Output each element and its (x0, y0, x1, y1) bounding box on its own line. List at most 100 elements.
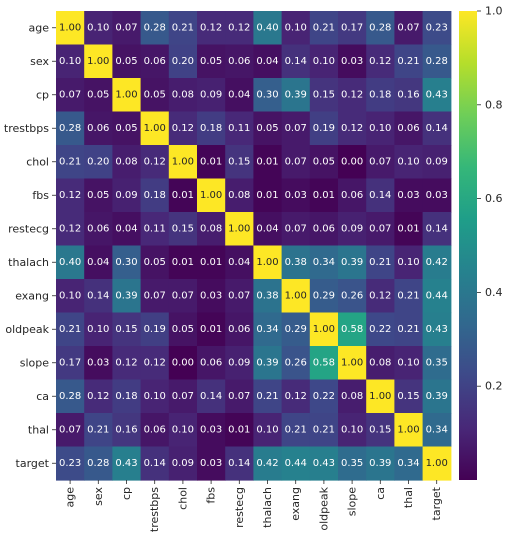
row-label-sex: sex (30, 55, 49, 68)
colorbar-gradient-bar (459, 11, 477, 480)
heatmap-cell-age-sex (84, 11, 113, 46)
cell-value-exang-trestbps: 0.07 (144, 290, 166, 301)
cell-value-restecg-trestbps: 0.11 (144, 223, 166, 234)
cell-value-trestbps-target: 0.14 (426, 123, 448, 134)
heatmap-cell-slope-thalach (253, 346, 283, 381)
cell-value-age-chol: 0.21 (172, 22, 194, 33)
cell-value-sex-restecg: 0.06 (228, 56, 250, 67)
cell-value-ca-thal: 0.15 (397, 391, 419, 402)
column-label-slope: slope (346, 487, 359, 516)
cell-value-trestbps-restecg: 0.11 (228, 123, 250, 134)
heatmap-cell-exang-thalach (253, 279, 283, 314)
cell-value-target-age: 0.23 (59, 458, 81, 469)
heatmap-cell-sex-sex (84, 44, 113, 79)
heatmap-cell-trestbps-sex (84, 111, 113, 146)
heatmap-cell-slope-target (422, 346, 452, 381)
cell-value-fbs-target: 0.03 (426, 190, 448, 201)
cell-value-thalach-fbs: 0.01 (200, 257, 222, 268)
heatmap-cell-fbs-trestbps (140, 178, 170, 213)
heatmap-cell-slope-exang (281, 346, 311, 381)
cell-value-restecg-ca: 0.07 (369, 223, 391, 234)
cell-value-thal-oldpeak: 0.21 (313, 424, 335, 435)
heatmap-cell-age-thalach (253, 11, 283, 46)
cell-value-oldpeak-age: 0.21 (59, 324, 81, 335)
heatmap-cell-ca-ca (366, 379, 395, 414)
heatmap-cell-oldpeak-fbs (197, 312, 226, 347)
heatmap-cell-slope-chol (168, 346, 198, 381)
heatmap-cell-chol-sex (84, 145, 113, 180)
heatmap-cell-target-chol (168, 446, 198, 481)
heatmap-cell-age-restecg (225, 11, 254, 46)
cell-value-thal-fbs: 0.03 (200, 424, 222, 435)
heatmap-cell-target-sex (84, 446, 113, 481)
cell-value-oldpeak-chol: 0.05 (172, 324, 194, 335)
cell-value-fbs-ca: 0.14 (369, 190, 391, 201)
cell-value-exang-thal: 0.21 (397, 290, 419, 301)
heatmap-cell-thalach-exang (281, 245, 311, 280)
cell-value-sex-oldpeak: 0.10 (313, 56, 335, 67)
heatmap-cell-slope-thal (394, 346, 424, 381)
heatmap-cell-exang-fbs (197, 279, 226, 314)
heatmap-cell-oldpeak-age (56, 312, 85, 347)
cell-value-restecg-slope: 0.09 (341, 223, 363, 234)
cell-value-oldpeak-thal: 0.21 (397, 324, 419, 335)
heatmap-cell-thalach-cp (112, 245, 142, 280)
cell-value-chol-fbs: 0.01 (200, 156, 222, 167)
heatmap-cell-ca-thalach (253, 379, 283, 414)
heatmap-cell-restecg-slope (338, 212, 367, 247)
heatmap-cell-cp-target (422, 78, 452, 113)
cell-value-fbs-cp: 0.09 (115, 190, 137, 201)
heatmap-cell-trestbps-fbs (197, 111, 226, 146)
heatmap-cell-oldpeak-slope (338, 312, 367, 347)
cell-value-target-fbs: 0.03 (200, 458, 222, 469)
cell-value-thalach-age: 0.40 (59, 257, 81, 268)
heatmap-cell-sex-age (56, 44, 85, 79)
row-label-restecg: restecg (8, 222, 49, 235)
cell-value-chol-slope: 0.00 (341, 156, 363, 167)
heatmap-cell-thal-exang (281, 413, 311, 448)
cell-value-thal-target: 0.34 (426, 424, 448, 435)
heatmap-cell-oldpeak-ca (366, 312, 395, 347)
heatmap-cell-age-ca (366, 11, 395, 46)
cell-value-trestbps-thal: 0.06 (397, 123, 419, 134)
heatmap-cell-target-trestbps (140, 446, 170, 481)
colorbar-tick-label-0.6: 0.6 (485, 192, 503, 205)
cell-value-slope-oldpeak: 0.58 (313, 357, 335, 368)
cell-value-ca-chol: 0.07 (172, 391, 194, 402)
heatmap-cell-age-fbs (197, 11, 226, 46)
heatmap-cell-age-chol (168, 11, 198, 46)
heatmap-cell-age-thal (394, 11, 424, 46)
heatmap-cell-slope-age (56, 346, 85, 381)
heatmap-cell-thal-thal (394, 413, 424, 448)
cell-value-target-chol: 0.09 (172, 458, 194, 469)
row-label-oldpeak: oldpeak (5, 323, 49, 336)
colorbar-tick-label-0.4: 0.4 (485, 286, 503, 299)
heatmap-cell-exang-cp (112, 279, 142, 314)
heatmap-cell-sex-cp (112, 44, 142, 79)
column-label-cp: cp (120, 487, 133, 500)
heatmap-cell-target-age (56, 446, 85, 481)
cell-value-fbs-chol: 0.01 (172, 190, 194, 201)
heatmap-cell-target-target (422, 446, 452, 481)
heatmap-cell-target-fbs (197, 446, 226, 481)
cell-value-thalach-restecg: 0.04 (228, 257, 250, 268)
heatmap-cell-thalach-age (56, 245, 85, 280)
cell-value-thalach-trestbps: 0.05 (144, 257, 166, 268)
heatmap-cell-thal-chol (168, 413, 198, 448)
cell-value-thalach-ca: 0.21 (369, 257, 391, 268)
cell-value-age-restecg: 0.12 (228, 22, 250, 33)
cell-value-oldpeak-cp: 0.15 (115, 324, 137, 335)
row-label-target: target (16, 457, 50, 470)
cell-value-restecg-exang: 0.07 (285, 223, 307, 234)
cell-value-age-thalach: 0.40 (256, 22, 278, 33)
cell-value-thal-sex: 0.21 (87, 424, 109, 435)
heatmap-cell-thal-age (56, 413, 85, 448)
heatmap-cell-fbs-fbs (197, 178, 226, 213)
cell-value-exang-target: 0.44 (426, 290, 448, 301)
heatmap-cell-thalach-trestbps (140, 245, 170, 280)
cell-value-trestbps-trestbps: 1.00 (144, 123, 166, 134)
heatmap-cell-trestbps-age (56, 111, 85, 146)
heatmap-cell-restecg-thalach (253, 212, 283, 247)
heatmap-cell-fbs-ca (366, 178, 395, 213)
